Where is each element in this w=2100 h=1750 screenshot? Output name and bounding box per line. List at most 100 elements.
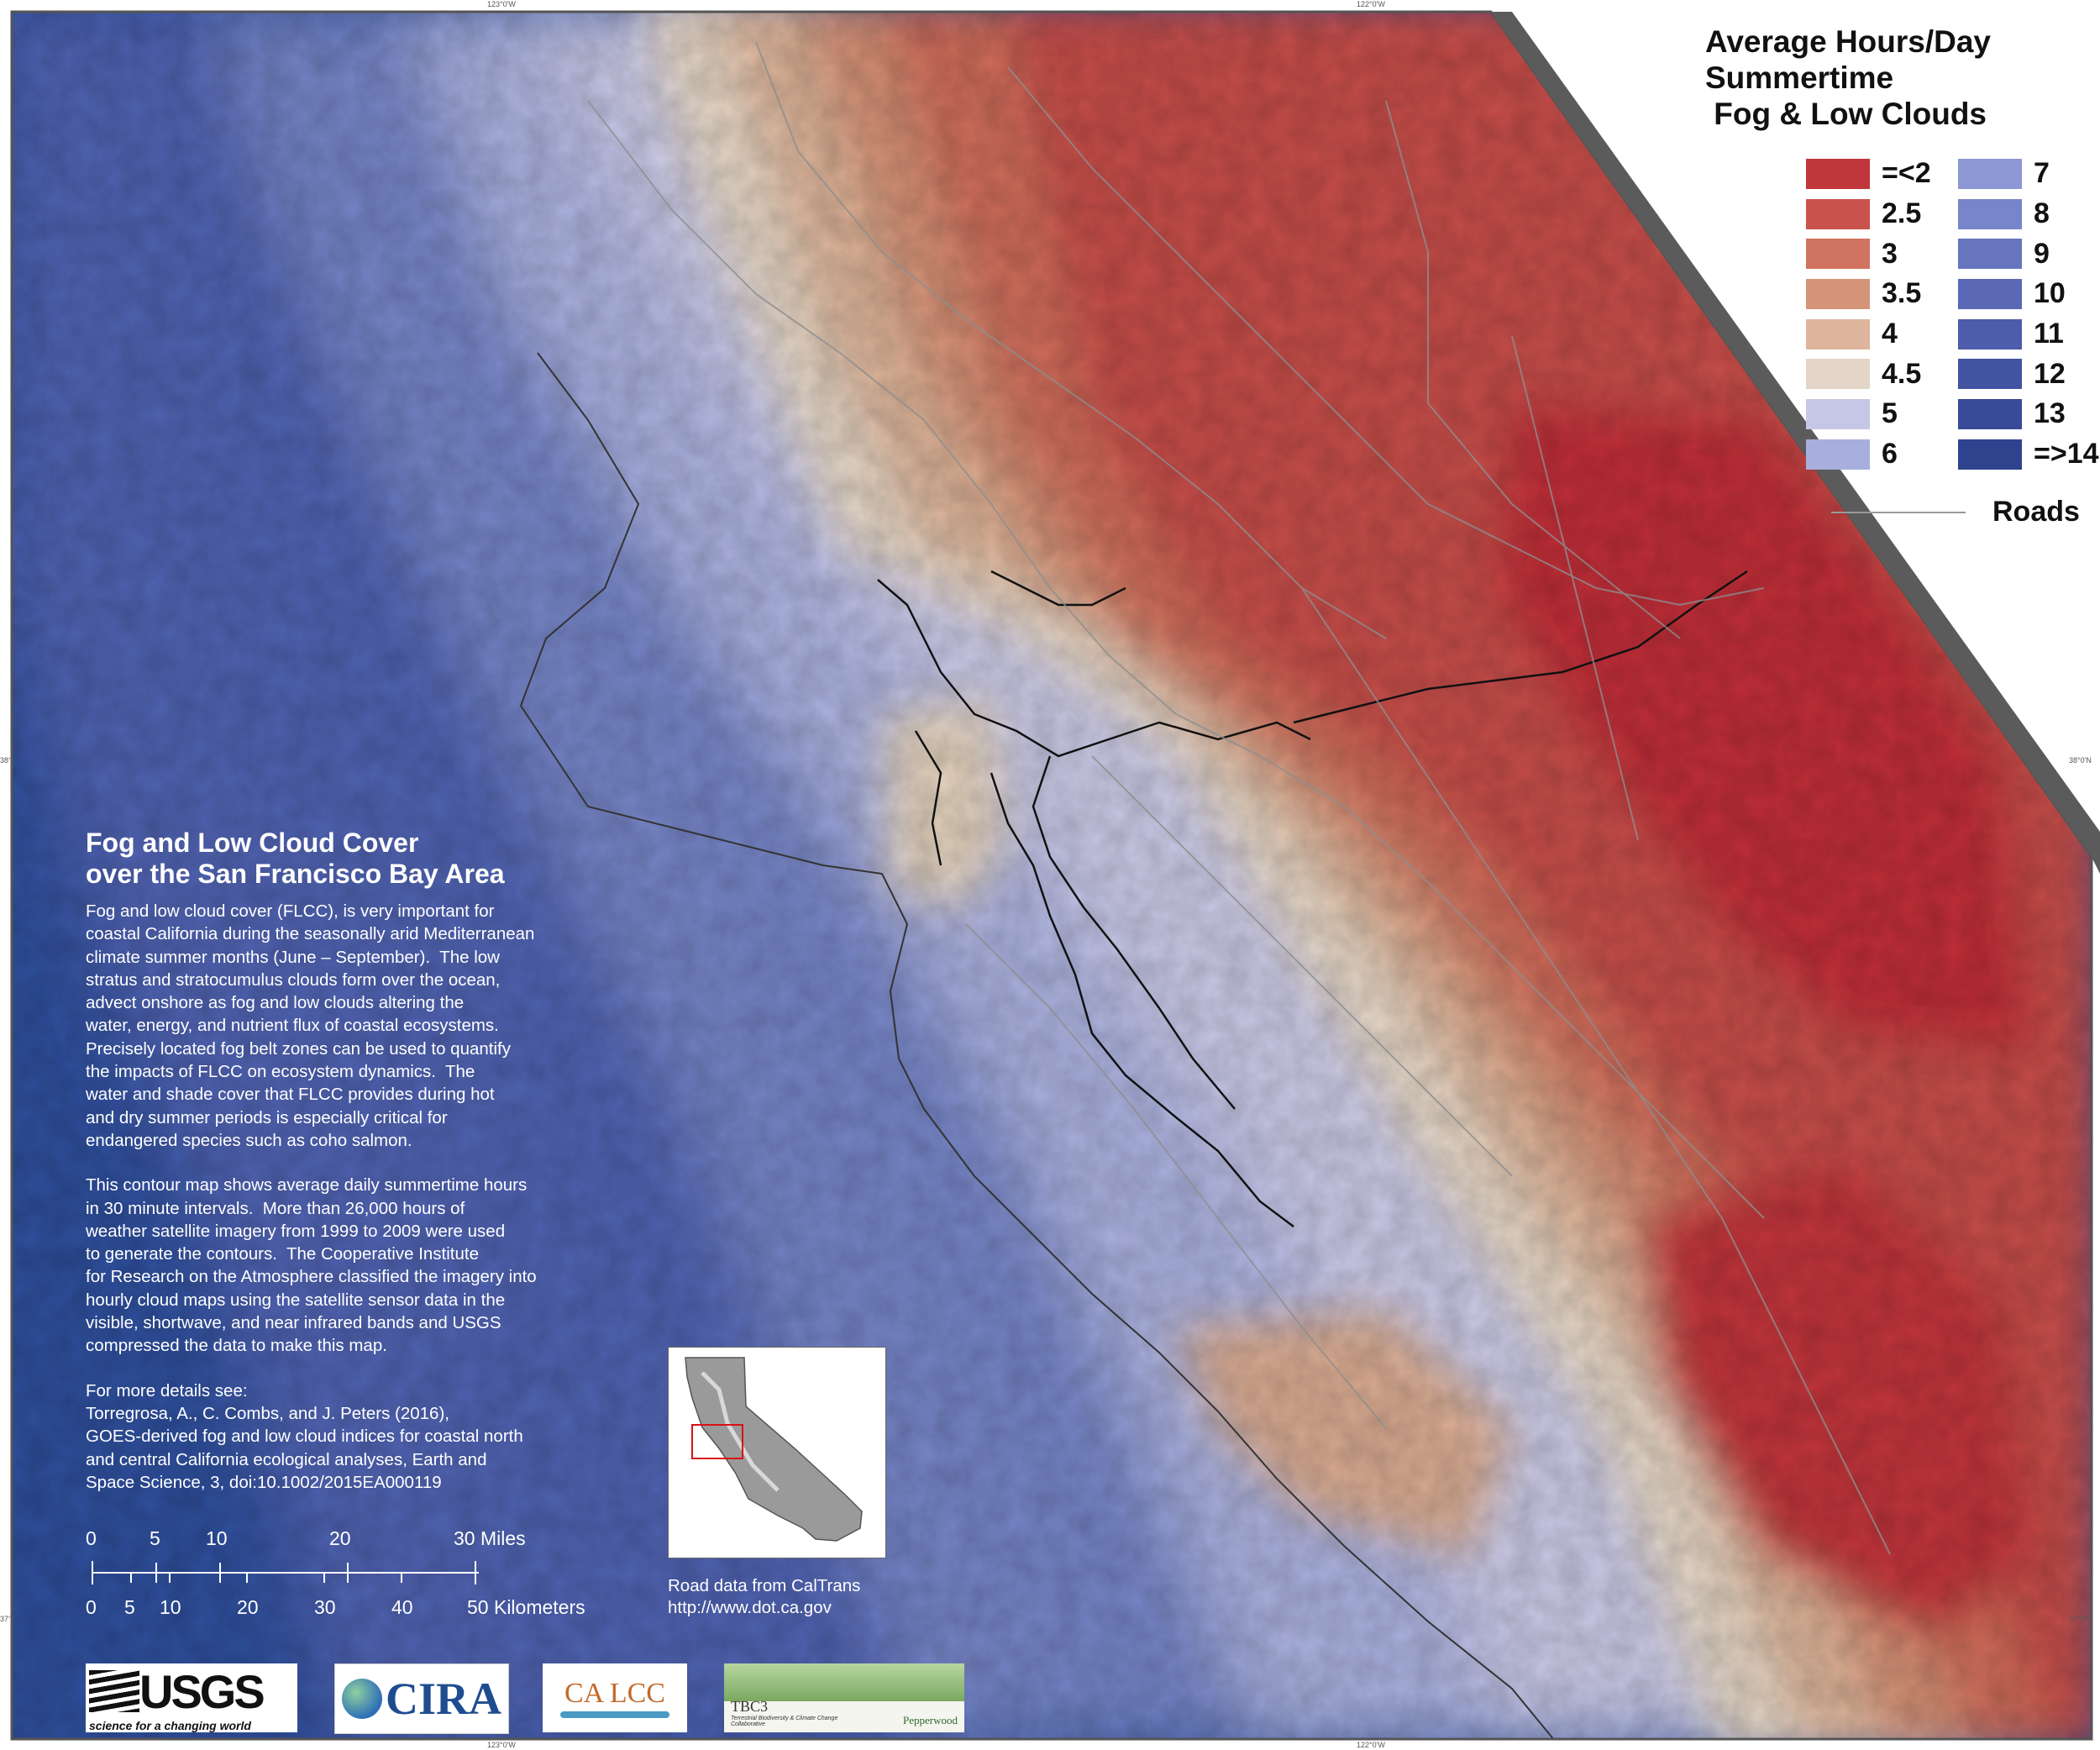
legend-column-left: =<2 2.5 3 3.5 4 4.5 5 6 bbox=[1806, 154, 1931, 475]
calcc-wordmark: CA LCC bbox=[564, 1678, 665, 1709]
scale-km-label: 40 bbox=[391, 1596, 413, 1618]
legend-label: 7 bbox=[2034, 157, 2050, 190]
scale-mile-label: 5 bbox=[150, 1527, 160, 1549]
legend-item: 3.5 bbox=[1806, 274, 1931, 314]
usgs-logo: USGS science for a changing world bbox=[86, 1663, 297, 1732]
legend-item: 6 bbox=[1806, 434, 1931, 475]
scale-mile-label: 20 bbox=[329, 1527, 351, 1549]
legend-label: 8 bbox=[2034, 197, 2050, 230]
legend-item: 10 bbox=[1958, 274, 2099, 314]
road-network bbox=[587, 41, 1891, 1555]
scale-km-label: 50 Kilometers bbox=[467, 1596, 585, 1618]
info-title-line: over the San Francisco Bay Area bbox=[86, 859, 505, 889]
legend-swatch bbox=[1806, 278, 1870, 309]
wave-icon bbox=[560, 1711, 669, 1718]
calcc-logo: CA LCC bbox=[543, 1663, 687, 1732]
graticule-label: 123°0'W bbox=[487, 1741, 516, 1749]
legend-swatch bbox=[1958, 278, 2022, 309]
legend-label: 13 bbox=[2034, 397, 2066, 430]
tbc3-pepperwood-logo: TBC3 Terrestrial Biodiversity & Climate … bbox=[724, 1663, 964, 1732]
scale-mile-label: 10 bbox=[206, 1527, 228, 1549]
legend-item: 9 bbox=[1958, 234, 2099, 274]
legend-swatch bbox=[1806, 318, 1870, 349]
legend-swatch bbox=[1958, 439, 2022, 470]
california-inset-map bbox=[668, 1347, 886, 1558]
legend-swatch bbox=[1806, 198, 1870, 229]
legend-label: 4.5 bbox=[1882, 357, 1922, 390]
pepperwood-wordmark: Pepperwood bbox=[903, 1714, 958, 1726]
legend-item: 4 bbox=[1806, 314, 1931, 355]
legend-swatch bbox=[1806, 439, 1870, 470]
graticule-label: 122°0'W bbox=[1357, 1741, 1385, 1749]
credit-url: http://www.dot.ca.gov bbox=[668, 1598, 832, 1617]
legend-label: 2.5 bbox=[1882, 197, 1922, 230]
credit-line: Road data from CalTrans bbox=[668, 1576, 861, 1595]
legend-item: 5 bbox=[1806, 394, 1931, 434]
legend-title-line: Fog & Low Clouds bbox=[1705, 97, 1987, 131]
legend-item: =<2 bbox=[1806, 154, 1931, 194]
graticule-label: 38°0'N bbox=[2069, 756, 2092, 765]
legend-swatch bbox=[1958, 359, 2022, 390]
legend-swatch bbox=[1806, 398, 1870, 429]
scale-km-label: 20 bbox=[237, 1596, 259, 1618]
info-title: Fog and Low Cloud Cover over the San Fra… bbox=[86, 828, 623, 890]
legend-swatch bbox=[1806, 158, 1870, 189]
tbc3-tagline: Terrestrial Biodiversity & Climate Chang… bbox=[731, 1716, 838, 1727]
legend-swatch bbox=[1958, 239, 2022, 270]
graticule-label: 37°0'N bbox=[2069, 1615, 2092, 1623]
legend-label: 12 bbox=[2034, 357, 2066, 390]
info-paragraph: This contour map shows average daily sum… bbox=[86, 1175, 537, 1356]
legend-label: 3.5 bbox=[1882, 277, 1922, 310]
legend-label: =>14 bbox=[2034, 438, 2099, 470]
legend-label: 3 bbox=[1882, 237, 1898, 270]
graticule-label: 122°0'W bbox=[1357, 0, 1385, 8]
legend-title-line: Summertime bbox=[1705, 60, 1894, 95]
scale-km-label: 30 bbox=[314, 1596, 336, 1618]
roads-label: Roads bbox=[1992, 496, 2080, 528]
tbc3-wordmark: TBC3 bbox=[731, 1698, 769, 1715]
legend-title: Average Hours/Day Summertime Fog & Low Cl… bbox=[1705, 24, 2100, 132]
scale-km-label: 5 bbox=[124, 1596, 135, 1618]
legend-item: 2.5 bbox=[1806, 194, 1931, 234]
globe-icon bbox=[341, 1679, 382, 1719]
legend-column-right: 7 8 9 10 11 12 13 =>14 bbox=[1958, 154, 2099, 475]
info-title-line: Fog and Low Cloud Cover bbox=[86, 828, 419, 858]
legend-item: 4.5 bbox=[1806, 354, 1931, 394]
california-outline bbox=[685, 1357, 863, 1542]
legend-swatch bbox=[1806, 359, 1870, 390]
scale-km-label: 0 bbox=[86, 1596, 97, 1618]
info-paragraph: For more details see: Torregrosa, A., C.… bbox=[86, 1380, 523, 1492]
graticule-label: 37°0'N bbox=[0, 1615, 10, 1623]
legend-item: 13 bbox=[1958, 394, 2099, 434]
legend-item: 3 bbox=[1806, 234, 1931, 274]
bay-shoreline bbox=[877, 570, 1748, 1227]
legend-swatch bbox=[1958, 318, 2022, 349]
scale-mile-label: 30 Miles bbox=[454, 1527, 526, 1549]
legend-item: 7 bbox=[1958, 154, 2099, 194]
usgs-wave-icon bbox=[89, 1670, 139, 1712]
roads-legend: Roads bbox=[1831, 496, 2080, 528]
road-data-credit: Road data from CalTrans http://www.dot.ca… bbox=[668, 1575, 860, 1619]
info-paragraph: Fog and low cloud cover (FLCC), is very … bbox=[86, 901, 535, 1150]
legend-swatch bbox=[1958, 198, 2022, 229]
legend-item: 12 bbox=[1958, 354, 2099, 394]
legend-label: 9 bbox=[2034, 237, 2050, 270]
legend-swatch bbox=[1958, 398, 2022, 429]
scale-km-label: 10 bbox=[160, 1596, 181, 1618]
legend-item: =>14 bbox=[1958, 434, 2099, 475]
coastline bbox=[519, 352, 1563, 1739]
usgs-wordmark: USGS bbox=[139, 1664, 265, 1718]
legend-label: 4 bbox=[1882, 318, 1898, 350]
legend-label: 5 bbox=[1882, 397, 1898, 430]
map-neatline bbox=[10, 10, 2093, 1741]
study-area-box bbox=[691, 1424, 743, 1459]
legend-item: 8 bbox=[1958, 194, 2099, 234]
info-panel: Fog and Low Cloud Cover over the San Fra… bbox=[86, 828, 623, 1516]
legend-label: =<2 bbox=[1882, 157, 1931, 190]
legend-label: 6 bbox=[1882, 438, 1898, 470]
legend-label: 11 bbox=[2034, 318, 2064, 350]
scale-bar-graphic bbox=[92, 1561, 479, 1584]
legend-label: 10 bbox=[2034, 277, 2066, 310]
cira-logo: CIRA bbox=[334, 1663, 509, 1734]
